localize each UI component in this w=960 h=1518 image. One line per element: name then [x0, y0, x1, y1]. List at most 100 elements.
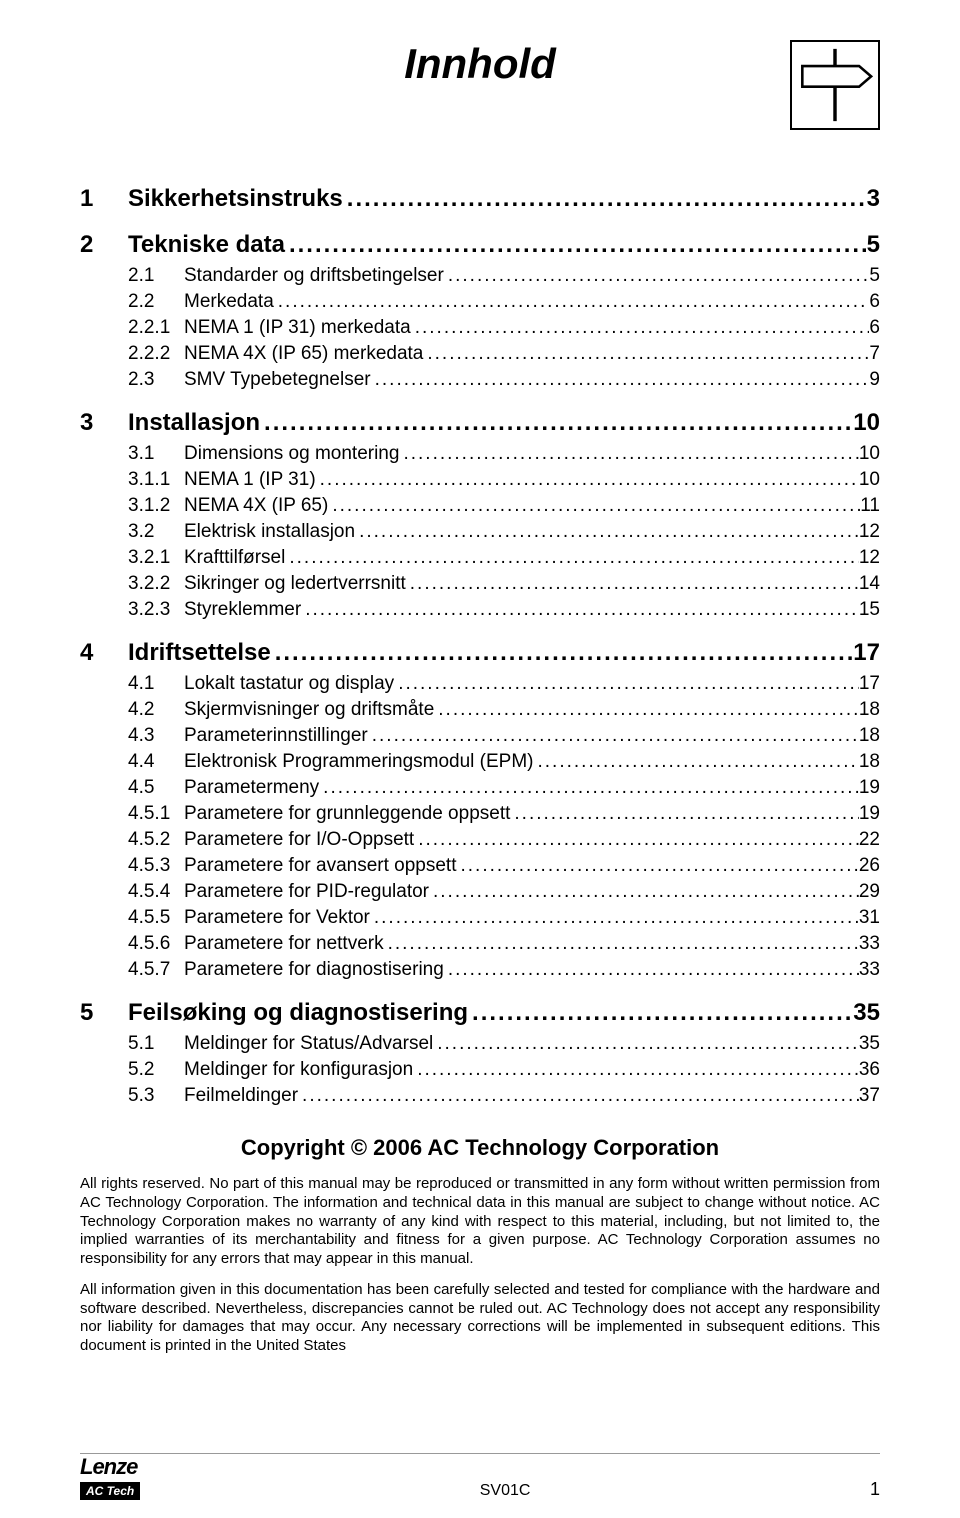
- toc-title: Idriftsettelse: [128, 639, 271, 667]
- toc-number: 4.4: [128, 751, 184, 773]
- toc-title: Dimensions og montering: [184, 443, 399, 465]
- toc-title: SMV Typebetegnelser: [184, 369, 371, 391]
- toc-number: 2: [80, 231, 128, 259]
- toc-entry: 2.3SMV Typebetegnelser9: [80, 369, 880, 391]
- toc-page: 36: [859, 1059, 880, 1081]
- toc-title: Styreklemmer: [184, 599, 301, 621]
- toc-page: 35: [853, 999, 880, 1027]
- toc-leader-dots: [510, 803, 858, 825]
- toc-entry: 3.2.3Styreklemmer15: [80, 599, 880, 621]
- toc-leader-dots: [414, 829, 859, 851]
- toc-entry: 2.2.2NEMA 4X (IP 65) merkedata7: [80, 343, 880, 365]
- logo: Lenze AC Tech: [80, 1454, 140, 1500]
- toc-title: Sikkerhetsinstruks: [128, 185, 343, 213]
- toc-entry: 5.1Meldinger for Status/Advarsel35: [80, 1033, 880, 1055]
- toc-entry: 3.2.1Krafttilførsel12: [80, 547, 880, 569]
- toc-leader-dots: [384, 933, 859, 955]
- toc-title: Merkedata: [184, 291, 274, 313]
- toc-page: 33: [859, 933, 880, 955]
- toc-number: 4.5.7: [128, 959, 184, 981]
- toc-number: 1: [80, 185, 128, 213]
- toc-number: 2.2.2: [128, 343, 184, 365]
- toc-title: Sikringer og ledertverrsnitt: [184, 573, 406, 595]
- toc-page: 18: [859, 751, 880, 773]
- toc-title: NEMA 1 (IP 31): [184, 469, 316, 491]
- signpost-icon: [790, 40, 880, 135]
- toc-entry: 3.1.1NEMA 1 (IP 31)10: [80, 469, 880, 491]
- toc-leader-dots: [285, 547, 859, 569]
- toc-page: 10: [859, 443, 880, 465]
- toc-number: 4.5.5: [128, 907, 184, 929]
- actech-logo-text: AC Tech: [80, 1482, 140, 1500]
- toc-number: 3.1: [128, 443, 184, 465]
- legal-text-1: All rights reserved. No part of this man…: [80, 1175, 880, 1269]
- toc-page: 6: [869, 291, 880, 313]
- toc-page: 12: [859, 521, 880, 543]
- toc-number: 2.1: [128, 265, 184, 287]
- toc-entry: 4.5.5Parametere for Vektor31: [80, 907, 880, 929]
- toc-title: Parameterinnstillinger: [184, 725, 368, 747]
- toc-number: 3: [80, 409, 128, 437]
- toc-page: 31: [859, 907, 880, 929]
- toc-leader-dots: [433, 1033, 859, 1055]
- toc-leader-dots: [468, 999, 853, 1027]
- toc-leader-dots: [413, 1059, 859, 1081]
- toc-number: 2.2: [128, 291, 184, 313]
- toc-number: 4.1: [128, 673, 184, 695]
- toc-entry: 4.1Lokalt tastatur og display17: [80, 673, 880, 695]
- toc-leader-dots: [274, 291, 870, 313]
- toc-entry: 4.5.4Parametere for PID-regulator29: [80, 881, 880, 903]
- toc-entry: 2.2.1NEMA 1 (IP 31) merkedata6: [80, 317, 880, 339]
- toc-title: Feilsøking og diagnostisering: [128, 999, 468, 1027]
- toc-number: 3.2.1: [128, 547, 184, 569]
- toc-title: Feilmeldinger: [184, 1085, 298, 1107]
- toc-leader-dots: [328, 495, 860, 517]
- toc-page: 3: [867, 185, 880, 213]
- toc-title: Elektrisk installasjon: [184, 521, 355, 543]
- toc-title: NEMA 4X (IP 65): [184, 495, 328, 517]
- toc-number: 4.5.6: [128, 933, 184, 955]
- toc-number: 4.5.2: [128, 829, 184, 851]
- toc-title: Parametermeny: [184, 777, 319, 799]
- toc-leader-dots: [271, 639, 854, 667]
- toc-number: 3.2.3: [128, 599, 184, 621]
- toc-entry: 2.1Standarder og driftsbetingelser5: [80, 265, 880, 287]
- toc-leader-dots: [429, 881, 859, 903]
- toc-page: 17: [853, 639, 880, 667]
- toc-page: 19: [859, 777, 880, 799]
- toc-number: 4.3: [128, 725, 184, 747]
- toc-page: 17: [859, 673, 880, 695]
- toc-page: 35: [859, 1033, 880, 1055]
- toc-number: 3.1.2: [128, 495, 184, 517]
- toc-number: 4.2: [128, 699, 184, 721]
- toc-leader-dots: [355, 521, 859, 543]
- toc-entry: 4.5Parametermeny19: [80, 777, 880, 799]
- toc-title: Tekniske data: [128, 231, 285, 259]
- toc-page: 18: [859, 725, 880, 747]
- toc-number: 2.2.1: [128, 317, 184, 339]
- toc-number: 5: [80, 999, 128, 1027]
- toc-entry: 3.1.2NEMA 4X (IP 65)11: [80, 495, 880, 517]
- lenze-logo-text: Lenze: [80, 1454, 140, 1480]
- toc-leader-dots: [298, 1085, 859, 1107]
- toc-entry: 3.2Elektrisk installasjon 12: [80, 521, 880, 543]
- toc-leader-dots: [285, 231, 867, 259]
- toc-number: 4.5.4: [128, 881, 184, 903]
- toc-page: 12: [859, 547, 880, 569]
- toc-page: 29: [859, 881, 880, 903]
- toc-leader-dots: [444, 959, 859, 981]
- toc-title: NEMA 1 (IP 31) merkedata: [184, 317, 411, 339]
- table-of-contents: 1Sikkerhetsinstruks32Tekniske data52.1St…: [80, 185, 880, 1107]
- toc-page: 9: [869, 369, 880, 391]
- footer-page-number: 1: [870, 1479, 880, 1500]
- toc-number: 3.2: [128, 521, 184, 543]
- toc-title: Parametere for diagnostisering: [184, 959, 444, 981]
- toc-leader-dots: [319, 777, 859, 799]
- toc-number: 5.3: [128, 1085, 184, 1107]
- toc-entry: 1Sikkerhetsinstruks 3: [80, 185, 880, 213]
- toc-title: Standarder og driftsbetingelser: [184, 265, 444, 287]
- toc-leader-dots: [343, 185, 867, 213]
- toc-leader-dots: [368, 725, 859, 747]
- toc-entry: 4.5.3Parametere for avansert oppsett26: [80, 855, 880, 877]
- toc-title: Parametere for avansert oppsett: [184, 855, 456, 877]
